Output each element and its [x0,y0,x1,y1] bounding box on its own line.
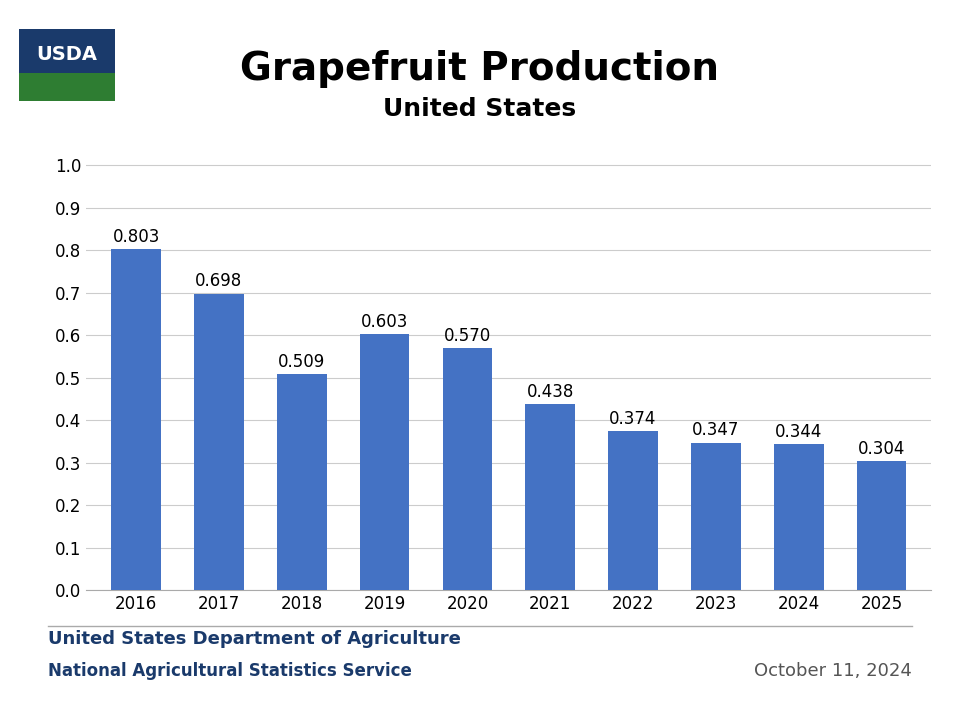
Bar [525,404,575,590]
Bar [19,73,115,101]
Bar [360,334,409,590]
FancyBboxPatch shape [14,25,120,104]
Text: 0.374: 0.374 [610,410,657,428]
Bar [443,348,492,590]
Text: 0.603: 0.603 [361,312,408,330]
Text: October 11, 2024: October 11, 2024 [755,662,912,680]
Bar [856,461,906,590]
Text: 0.304: 0.304 [858,440,905,458]
Text: United States: United States [383,97,577,121]
Bar [691,443,741,590]
Text: USDA: USDA [36,45,98,63]
Text: 0.344: 0.344 [775,423,823,441]
Text: National Agricultural Statistics Service: National Agricultural Statistics Service [48,662,412,680]
Bar [276,374,326,590]
Text: United States Department of Agriculture: United States Department of Agriculture [48,630,461,648]
Text: Grapefruit Production: Grapefruit Production [241,50,719,89]
Bar [774,444,824,590]
Bar [194,294,244,590]
Text: 0.438: 0.438 [526,383,574,401]
Text: 0.698: 0.698 [195,272,243,290]
Bar [609,431,658,590]
Text: 0.509: 0.509 [278,353,325,371]
Text: 0.347: 0.347 [692,421,739,439]
Bar [111,249,161,590]
Text: 0.570: 0.570 [444,327,491,345]
Text: 0.803: 0.803 [112,228,159,246]
